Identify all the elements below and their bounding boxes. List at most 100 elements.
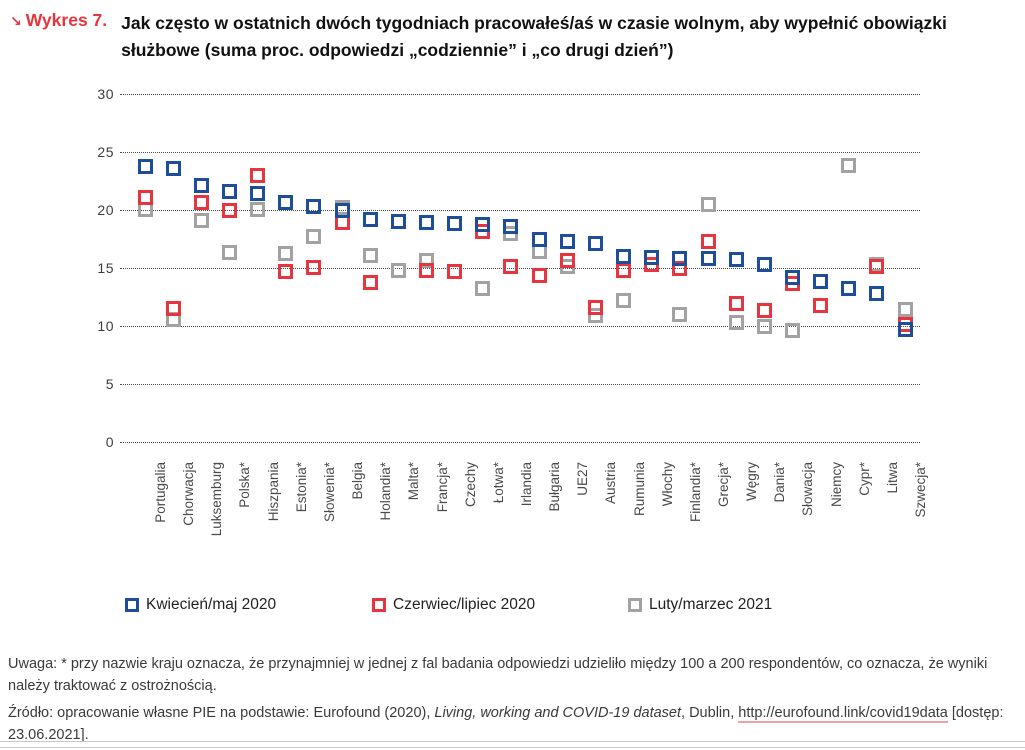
marker-kwiecie-maj-2020-s-owenia-	[306, 198, 322, 214]
marker-luty-marzec-2021-luksemburg	[193, 212, 209, 228]
x-tick-label: Austria	[603, 462, 619, 505]
legend-item: Luty/marzec 2021	[628, 596, 772, 614]
marker-czerwiec-lipiec-2020-chorwacja	[165, 300, 181, 316]
x-tick-label: Hiszpania	[265, 462, 281, 522]
marker-kwiecie-maj-2020-portugalia	[137, 159, 153, 175]
x-tick-label: Chorwacja	[181, 462, 197, 526]
y-tick-label: 15	[97, 259, 114, 276]
gridline	[120, 94, 920, 95]
marker-luty-marzec-2021-szwecja-	[897, 301, 913, 317]
marker-kwiecie-maj-2020-francja-	[419, 215, 434, 231]
marker-luty-marzec-2021--otwa-	[475, 281, 491, 297]
gridline	[120, 441, 920, 443]
marker-czerwiec-lipiec-2020-w-gry	[728, 296, 744, 312]
marker-luty-marzec-2021-cypr-	[841, 158, 857, 174]
marker-luty-marzec-2021-w-gry	[728, 314, 744, 330]
figure-label: ↘ Wykres 7.	[10, 10, 107, 64]
marker-kwiecie-maj-2020-szwecja-	[897, 321, 913, 337]
marker-luty-marzec-2021-grecja-	[700, 196, 716, 212]
page-divider	[0, 741, 1025, 742]
marker-czerwiec-lipiec-2020-s-owenia-	[306, 260, 322, 276]
x-tick-label: Cypr*	[856, 462, 872, 496]
marker-czerwiec-lipiec-2020-holandia-	[362, 275, 378, 291]
marker-czerwiec-lipiec-2020-finlandia-	[672, 261, 688, 277]
marker-czerwiec-lipiec-2020-grecja-	[700, 233, 716, 249]
x-tick-label: Słowenia*	[321, 462, 337, 523]
marker-luty-marzec-2021-malta-	[390, 262, 406, 278]
y-tick-label: 5	[105, 375, 114, 392]
marker-kwiecie-maj-2020-czechy	[447, 216, 463, 232]
x-tick-label: Włochy	[659, 462, 675, 507]
x-tick-label: Czechy	[462, 462, 478, 508]
x-tick-label: Belgia	[350, 462, 366, 500]
chart-title: Jak często w ostatnich dwóch tygodniach …	[121, 13, 947, 60]
source-text: Źródło: opracowanie własne PIE na podsta…	[8, 702, 1020, 746]
gridline	[120, 267, 920, 269]
marker-kwiecie-maj-2020-w-ochy	[644, 249, 660, 265]
x-tick-label: Portugalia	[153, 462, 168, 523]
legend-label: Kwiecień/maj 2020	[146, 596, 277, 613]
gridline	[120, 151, 920, 153]
marker-czerwiec-lipiec-2020-polska-	[221, 203, 237, 219]
x-tick-label: Dania*	[772, 462, 788, 503]
source-link-part2[interactable]: covid19data	[869, 705, 948, 723]
marker-czerwiec-lipiec-2020-rumunia	[616, 262, 632, 278]
x-tick-label: Grecja*	[716, 462, 731, 508]
legend-item: Czerwiec/lipiec 2020	[372, 596, 535, 614]
marker-kwiecie-maj-2020-estonia-	[278, 195, 294, 211]
marker-czerwiec-lipiec-2020-dania-	[756, 303, 772, 319]
marker-luty-marzec-2021-rumunia	[616, 292, 632, 308]
marker-kwiecie-maj-2020-grecja-	[700, 250, 716, 266]
marker-kwiecie-maj-2020-bu-garia	[531, 232, 547, 248]
marker-luty-marzec-2021-austria	[587, 307, 603, 323]
marker-kwiecie-maj-2020-s-owacja	[784, 269, 800, 285]
marker-luty-marzec-2021-estonia-	[278, 246, 294, 262]
y-tick-label: 30	[97, 86, 114, 102]
x-tick-label: Luksemburg	[209, 462, 225, 537]
x-tick-label: Słowacja	[800, 462, 816, 517]
marker-czerwiec-lipiec-2020-bu-garia	[531, 268, 547, 284]
source-link-part1[interactable]: http://eurofound.link/	[738, 705, 870, 723]
marker-kwiecie-maj-2020-malta-	[390, 213, 406, 229]
x-tick-label: Holandia*	[378, 462, 394, 521]
scatter-plot-area: 0 5 10 15 20 25 30 Portugalia Chorwacja Luksembur…	[97, 86, 928, 613]
legend-item: Kwiecień/maj 2020	[125, 596, 276, 614]
marker-kwiecie-maj-2020--otwa-	[475, 217, 491, 233]
marker-czerwiec-lipiec-2020-luksemburg	[193, 195, 209, 211]
legend-label: Czerwiec/lipiec 2020	[393, 596, 536, 613]
source-dataset-title: Living, working and COVID-19 dataset	[434, 705, 682, 721]
marker-kwiecie-maj-2020-ue27	[559, 233, 575, 249]
x-tick-label: Litwa	[884, 462, 900, 494]
gridline	[120, 209, 920, 211]
arrow-down-right-icon: ↘	[10, 13, 22, 29]
marker-czerwiec-lipiec-2020-austria	[587, 299, 603, 315]
marker-luty-marzec-2021-portugalia	[137, 202, 153, 218]
marker-kwiecie-maj-2020-luksemburg	[193, 178, 209, 193]
source-middle: , Dublin,	[681, 705, 739, 721]
marker-luty-marzec-2021-holandia-	[362, 247, 378, 263]
marker-czerwiec-lipiec-2020-ue27	[559, 253, 575, 269]
x-tick-label: Francja*	[434, 462, 450, 513]
marker-czerwiec-lipiec-2020-czechy	[447, 263, 463, 279]
marker-czerwiec-lipiec-2020-irlandia	[503, 259, 519, 275]
x-tick-label: Polska*	[237, 462, 253, 508]
legend-swatch-icon	[372, 598, 386, 612]
y-tick-label: 10	[97, 317, 114, 334]
marker-kwiecie-maj-2020-finlandia-	[672, 250, 688, 266]
marker-luty-marzec-2021-s-owenia-	[306, 228, 322, 244]
marker-czerwiec-lipiec-2020-niemcy	[813, 298, 829, 314]
legend-label: Luty/marzec 2021	[649, 596, 773, 613]
marker-luty-marzec-2021-dania-	[756, 319, 772, 335]
y-tick-label: 25	[97, 143, 114, 160]
gridline	[120, 325, 920, 327]
marker-czerwiec-lipiec-2020-portugalia	[137, 189, 153, 205]
x-tick-label: Malta*	[406, 462, 422, 501]
marker-luty-marzec-2021-finlandia-	[672, 306, 688, 322]
marker-luty-marzec-2021-hiszpania	[250, 202, 266, 218]
legend-swatch-icon	[628, 598, 642, 612]
marker-kwiecie-maj-2020-w-gry	[728, 252, 744, 268]
gridline	[120, 383, 920, 385]
marker-kwiecie-maj-2020-litwa	[869, 285, 885, 301]
x-tick-label: Łotwa*	[490, 462, 506, 504]
source-suffix: [dostęp: 23.06.2021].	[8, 705, 1004, 743]
